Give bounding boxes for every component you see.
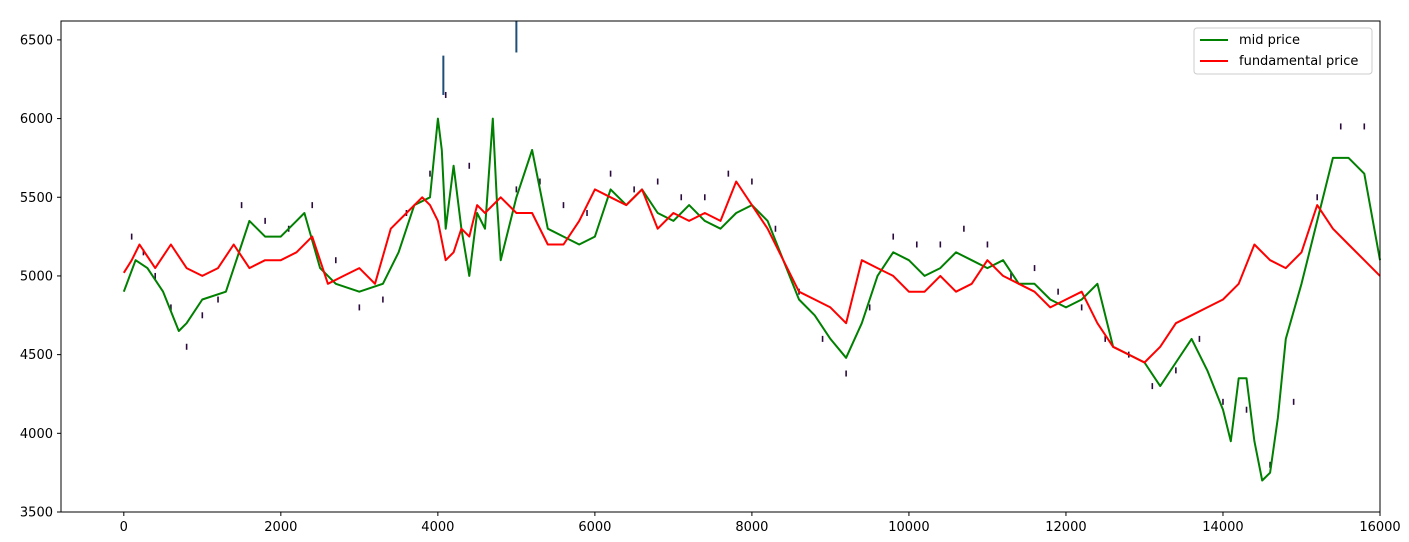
order-mark: [429, 170, 431, 177]
order-mark: [1175, 367, 1177, 374]
order-mark: [142, 249, 145, 256]
order-mark: [703, 194, 706, 201]
order-mark: [334, 257, 337, 264]
order-mark: [751, 178, 753, 185]
order-mark: [1292, 398, 1295, 405]
x-tick-label: 16000: [1359, 520, 1400, 535]
x-tick-label: 4000: [421, 520, 454, 535]
y-axis: 3500 4000 4500 5000 5500 6000 6500: [20, 33, 61, 521]
x-axis: 0 2000 4000 6000 8000 10000 12000 14000 16000: [120, 512, 1401, 535]
order-mark: [774, 225, 777, 232]
order-mark: [170, 304, 172, 311]
series-layer: [122, 117, 1381, 482]
order-mark: [680, 194, 683, 201]
order-mark: [444, 91, 447, 98]
order-mark: [539, 178, 541, 185]
x-tick-label: 12000: [1045, 520, 1086, 535]
order-mark: [1339, 123, 1342, 130]
order-mark: [154, 272, 157, 279]
order-mark: [963, 225, 965, 232]
order-mark: [264, 217, 266, 224]
order-mark: [986, 241, 989, 248]
x-tick-label: 6000: [578, 520, 611, 535]
order-mark: [821, 335, 824, 342]
order-mark: [358, 304, 361, 311]
series-line-mid-price: [122, 117, 1381, 482]
order-mark: [656, 178, 659, 185]
order-mark: [130, 233, 133, 240]
order-mark: [1010, 272, 1012, 279]
order-mark: [609, 170, 612, 177]
order-mark: [586, 209, 588, 216]
order-mark: [382, 296, 384, 303]
order-mark: [1245, 406, 1248, 413]
y-tick-label: 6000: [20, 112, 53, 127]
y-tick-label: 5000: [20, 269, 53, 284]
x-tick-label: 8000: [735, 520, 768, 535]
order-mark: [868, 304, 871, 311]
order-mark: [1363, 123, 1366, 130]
order-mark: [1080, 304, 1083, 311]
plot-frame: [60, 20, 1381, 513]
order-mark: [217, 296, 219, 303]
y-tick-label: 5500: [20, 191, 53, 206]
order-mark: [515, 186, 518, 193]
order-mark: [727, 170, 730, 177]
y-tick-label: 4000: [20, 427, 53, 442]
order-mark: [240, 202, 243, 209]
order-mark: [185, 343, 188, 350]
order-mark: [1151, 383, 1154, 390]
series-line-fundamental-price: [122, 180, 1381, 364]
x-tick-label: 14000: [1202, 520, 1243, 535]
legend: mid price fundamental price: [1193, 27, 1373, 75]
order-mark: [892, 233, 895, 240]
legend-label-mid-price: mid price: [1239, 33, 1300, 48]
legend-box: [1193, 27, 1373, 75]
order-mark: [468, 162, 471, 169]
order-mark: [562, 202, 565, 209]
order-mark: [1222, 398, 1224, 405]
y-tick-label: 6500: [20, 33, 53, 48]
order-mark: [845, 370, 847, 377]
x-tick-label: 2000: [264, 520, 297, 535]
order-mark: [1104, 335, 1107, 342]
legend-label-fundamental-price: fundamental price: [1239, 54, 1358, 69]
order-mark: [1198, 335, 1201, 342]
order-mark: [1033, 265, 1036, 272]
order-mark: [1316, 194, 1318, 201]
order-mark: [201, 312, 204, 319]
order-mark: [939, 241, 942, 248]
order-mark: [311, 202, 314, 209]
order-mark: [633, 186, 635, 193]
x-tick-label: 0: [120, 520, 128, 535]
y-tick-label: 4500: [20, 348, 53, 363]
order-mark: [1057, 288, 1059, 295]
y-tick-label: 3500: [20, 506, 53, 521]
order-mark: [915, 241, 918, 248]
x-tick-label: 10000: [888, 520, 929, 535]
order-mark: [1269, 461, 1271, 468]
